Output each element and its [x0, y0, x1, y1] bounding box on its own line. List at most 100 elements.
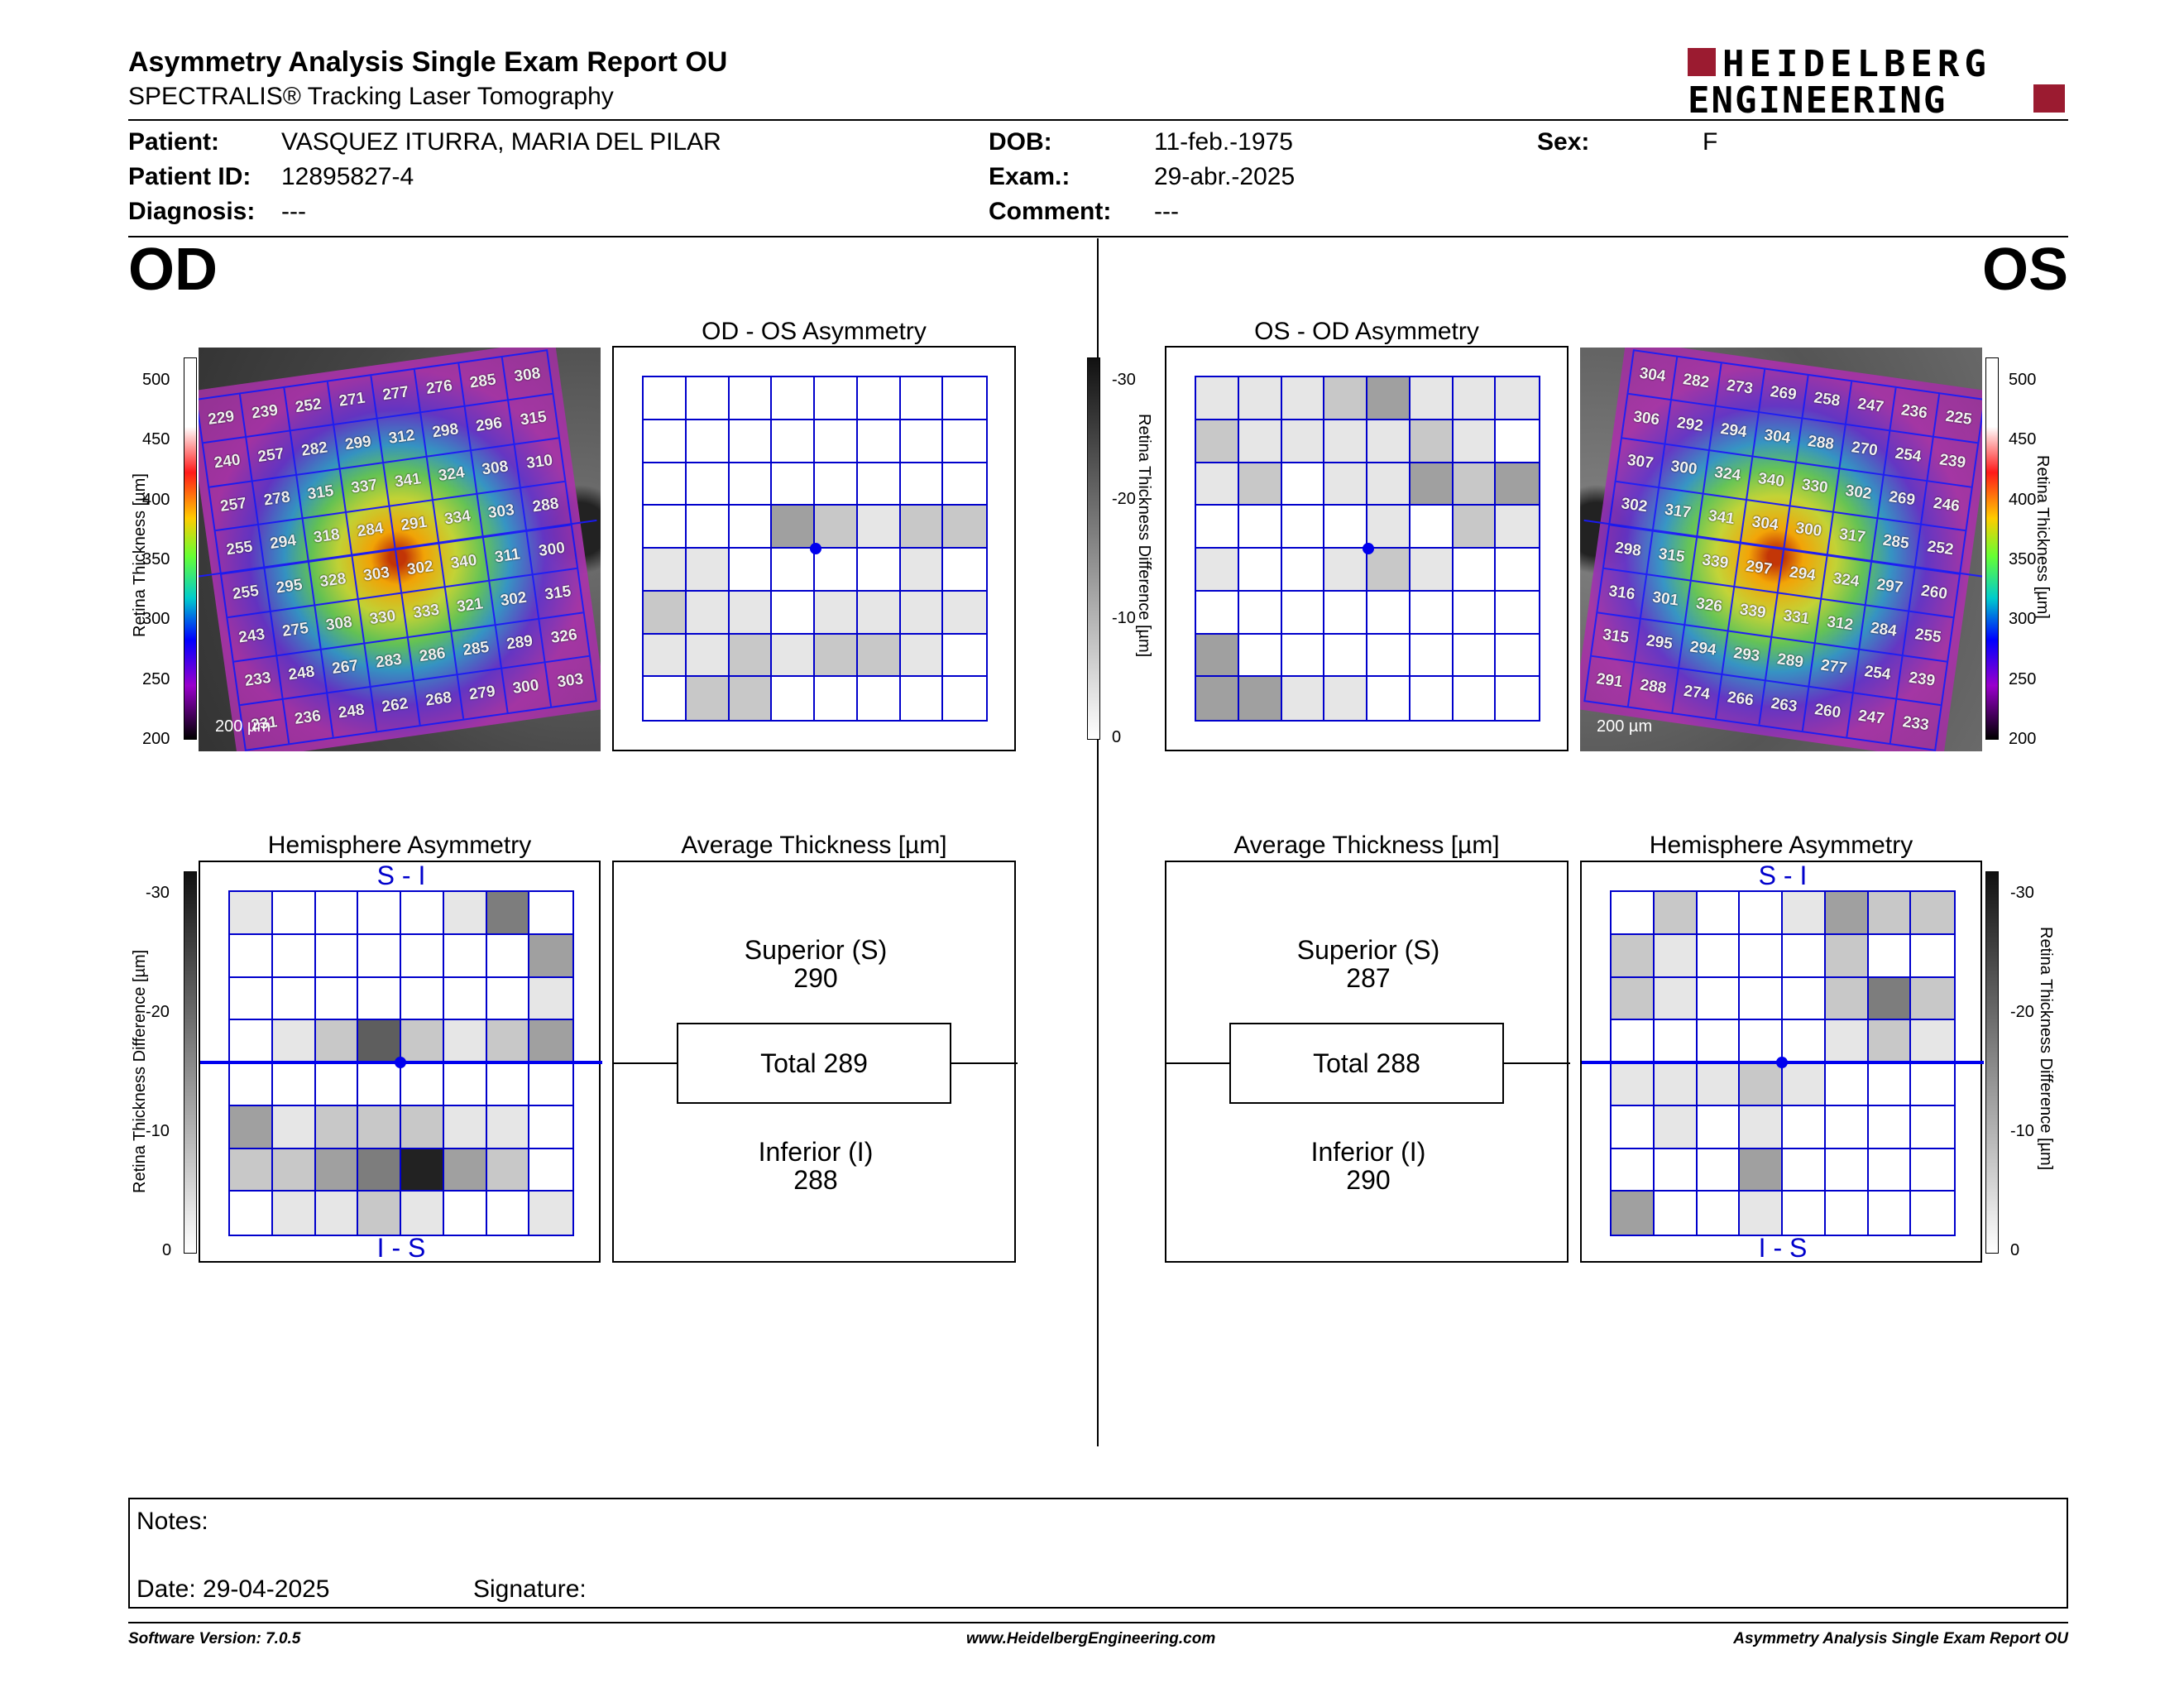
os-thickness-cell: 236 — [1889, 387, 1940, 439]
od-hemi-cell — [443, 1149, 487, 1192]
os-hemi-cell — [1697, 892, 1741, 935]
os-asym-cell — [1453, 677, 1497, 720]
od-thickness-cell: 283 — [365, 637, 415, 688]
os-asym-cell — [1324, 549, 1367, 592]
od-hemi-colorbar — [184, 871, 197, 1254]
thickness-tick: 400 — [2009, 490, 2037, 509]
os-hemi-cell — [1783, 934, 1826, 978]
od-hemi-cell — [529, 1192, 572, 1235]
od-hemi-tick-30: -30 — [146, 884, 170, 902]
od-hemi-cell — [358, 1020, 401, 1063]
od-hemi-cell — [401, 977, 444, 1021]
od-thickness-cell: 299 — [334, 419, 385, 469]
od-asymmetry-title: OD - OS Asymmetry — [702, 318, 927, 345]
os-hemi-tick-0: 0 — [2010, 1241, 2020, 1259]
os-asym-cell — [1324, 634, 1367, 678]
os-superior-label: Superior (S) — [1296, 935, 1440, 965]
os-thickness-cell: 247 — [1846, 381, 1897, 432]
od-hemisphere-fovea-dot — [395, 1057, 406, 1068]
od-hemi-cell — [272, 1105, 316, 1149]
footer-report-name: Asymmetry Analysis Single Exam Report OU — [1733, 1630, 2068, 1647]
os-asym-cell — [1281, 463, 1325, 506]
od-hemi-cell — [443, 1063, 487, 1106]
os-asym-cell — [1410, 506, 1454, 549]
thickness-tick: 250 — [142, 669, 170, 688]
os-thickness-cell: 282 — [1672, 357, 1722, 407]
od-thickness-cell: 333 — [402, 587, 453, 638]
od-thickness-cell: 285 — [458, 357, 509, 407]
od-thickness-cell: 328 — [309, 556, 359, 607]
od-hemi-cell — [272, 1192, 316, 1235]
os-thickness-cell: 269 — [1877, 475, 1928, 525]
od-thickness-cell: 295 — [265, 562, 315, 612]
os-hemi-tick-20: -20 — [2010, 1003, 2034, 1021]
od-asym-cell — [900, 463, 944, 506]
os-thickness-cell: 312 — [1815, 600, 1866, 650]
od-hemi-cell — [529, 892, 572, 935]
os-hemi-cell — [1868, 977, 1912, 1021]
od-thickness-cell: 233 — [233, 655, 285, 706]
od-thickness-cell: 315 — [296, 468, 347, 520]
od-thickness-cell: 286 — [408, 631, 458, 682]
od-s-i-label: S - I — [376, 861, 426, 890]
od-hemi-cell — [315, 1149, 359, 1192]
os-asym-cell — [1453, 377, 1497, 420]
od-asym-cell — [729, 549, 773, 592]
os-asym-cell — [1367, 506, 1410, 549]
od-hemi-cell — [358, 934, 401, 978]
os-asym-cell — [1196, 377, 1239, 420]
od-hemi-cell — [230, 1105, 273, 1149]
od-thickness-cell: 326 — [539, 612, 590, 663]
od-hemi-cell — [529, 1063, 572, 1106]
os-hemi-cell — [1654, 1192, 1698, 1235]
os-thickness-cell: 292 — [1665, 400, 1716, 451]
os-hemi-axis-label: Retina Thickness Difference [µm] — [2037, 927, 2055, 1171]
od-thickness-cell: 324 — [427, 450, 478, 501]
os-hemi-cell — [1868, 1192, 1912, 1235]
od-hemi-cell — [315, 1020, 359, 1063]
od-asym-cell — [686, 420, 730, 463]
od-total-box: Total 289 — [677, 1023, 951, 1104]
od-asym-cell — [772, 591, 815, 635]
os-asym-cell — [1496, 506, 1539, 549]
od-asym-cell — [857, 549, 901, 592]
od-hemi-cell — [358, 1192, 401, 1235]
os-hemi-cell — [1697, 1105, 1741, 1149]
od-hemi-tick-0: 0 — [162, 1241, 172, 1259]
os-thickness-cell: 304 — [1753, 413, 1803, 463]
od-asym-cell — [644, 677, 687, 720]
notes-box[interactable]: Notes: Date: 29-04-2025 Signature: — [128, 1498, 2068, 1609]
od-superior-value: 290 — [793, 963, 838, 993]
od-asym-cell — [857, 591, 901, 635]
os-thickness-cell: 324 — [1703, 450, 1754, 501]
od-thickness-cell: 308 — [471, 444, 521, 495]
center-tick-30: -30 — [1112, 371, 1136, 389]
website-link[interactable]: www.HeidelbergEngineering.com — [966, 1630, 1216, 1647]
od-label: OD — [128, 237, 218, 303]
od-asym-cell — [686, 377, 730, 420]
od-thickness-cell: 285 — [452, 625, 502, 675]
od-average-panel: Superior (S) 290 Total 289 Inferior (I) … — [612, 861, 1018, 1263]
od-hemi-cell — [401, 1105, 444, 1149]
thickness-tick: 200 — [142, 729, 170, 748]
od-asym-cell — [772, 549, 815, 592]
od-thickness-cell: 277 — [371, 369, 422, 420]
os-hemi-cell — [1825, 1192, 1869, 1235]
os-asym-cell — [1281, 506, 1325, 549]
patient-label: Patient: — [128, 128, 220, 156]
os-thickness-cell: 260 — [1803, 687, 1854, 737]
os-hemi-cell — [1911, 934, 1954, 978]
os-hemi-cell — [1783, 892, 1826, 935]
os-asym-cell — [1196, 634, 1239, 678]
od-thickness-colorbar — [184, 357, 197, 740]
od-hemi-cell — [486, 1063, 530, 1106]
os-hemi-cell — [1612, 1105, 1655, 1149]
os-asym-cell — [1324, 591, 1367, 635]
od-thickness-cell: 257 — [247, 431, 297, 482]
os-asym-cell — [1453, 506, 1497, 549]
os-hemisphere-title: Hemisphere Asymmetry — [1649, 832, 1913, 859]
os-scale-bar: 200 µm — [1597, 717, 1653, 736]
os-asym-cell — [1324, 677, 1367, 720]
os-hemi-cell — [1868, 1020, 1912, 1063]
od-hemi-cell — [230, 1063, 273, 1106]
